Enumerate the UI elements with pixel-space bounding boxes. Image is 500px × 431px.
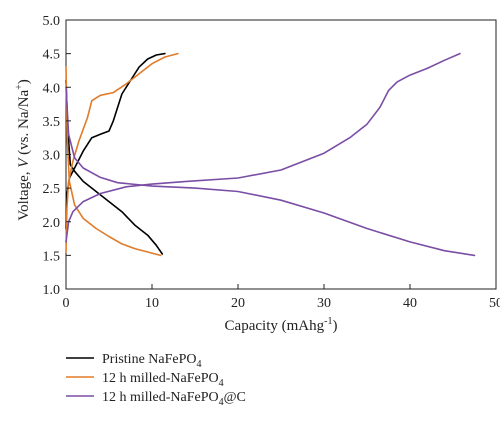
x-tick-label: 10 [145,296,159,311]
plot-frame [65,19,497,290]
x-tick-label: 50 [489,296,500,311]
legend-item: Pristine NaFePO4 [66,352,202,370]
y-axis-label: Voltage, V (vs. Na/Na+) [14,79,32,221]
y-tick-label: 5.0 [43,14,61,29]
y-tick-label: 1.5 [43,249,61,264]
series-0-segment-0 [65,79,164,255]
y-tick-label: 2.0 [43,216,61,231]
x-tick-label: 20 [231,296,245,311]
series-1-segment-1 [65,52,179,253]
series-0-segment-1 [65,52,166,230]
y-axis-ticks: 1.0 1.5 2.0 2.5 3.0 3.5 4.0 4.5 5.0 [43,14,71,298]
series-2-segment-1 [65,52,461,243]
x-tick-label: 0 [63,296,70,311]
legend-item: 12 h milled-NaFePO4@C [66,390,246,408]
series-lines [65,52,476,257]
x-axis-label: Capacity (mAhg-1) [225,316,338,334]
y-tick-label: 4.0 [43,81,61,96]
legend-label: Pristine NaFePO4 [102,352,202,370]
y-tick-label: 4.5 [43,48,61,63]
legend-label: 12 h milled-NaFePO4@C [102,390,246,408]
y-tick-label: 3.5 [43,115,61,130]
series-2-segment-0 [65,86,476,257]
x-tick-label: 30 [317,296,331,311]
legend-item: 12 h milled-NaFePO4 [66,371,224,389]
x-tick-label: 40 [403,296,417,311]
legend-label: 12 h milled-NaFePO4 [102,371,224,389]
x-axis-ticks: 0 10 20 30 40 50 [63,284,500,311]
series-1-segment-0 [65,66,162,257]
y-tick-label: 2.5 [43,182,61,197]
y-tick-label: 3.0 [43,149,61,164]
y-tick-label: 1.0 [43,283,61,298]
plot-area [65,19,497,290]
